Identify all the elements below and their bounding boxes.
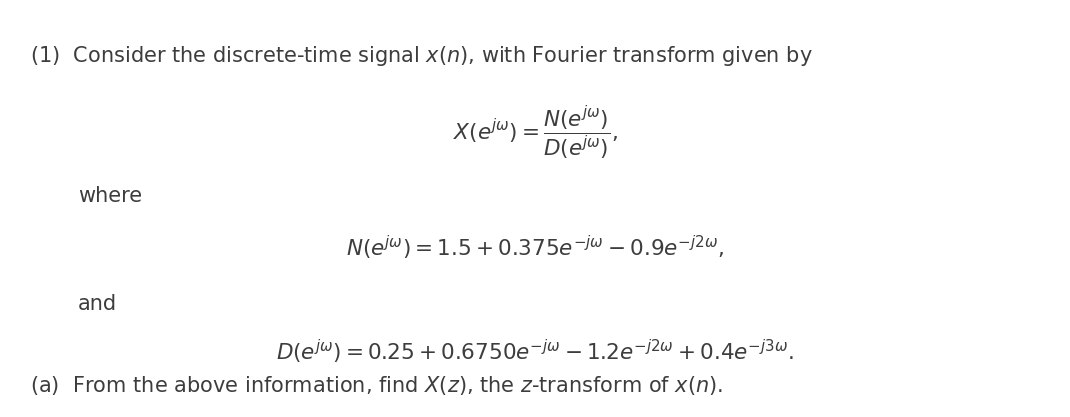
- Text: $D(e^{j\omega}) = 0.25 + 0.6750e^{-j\omega} - 1.2e^{-j2\omega} + 0.4e^{-j3\omega: $D(e^{j\omega}) = 0.25 + 0.6750e^{-j\ome…: [276, 338, 794, 367]
- Text: and: and: [78, 294, 118, 314]
- Text: $X(e^{j\omega}) = \dfrac{N(e^{j\omega})}{D(e^{j\omega})},$: $X(e^{j\omega}) = \dfrac{N(e^{j\omega})}…: [453, 105, 617, 162]
- Text: where: where: [78, 186, 142, 206]
- Text: (1)  Consider the discrete-time signal $x(n)$, with Fourier transform given by: (1) Consider the discrete-time signal $x…: [30, 44, 813, 68]
- Text: $N(e^{j\omega}) = 1.5 + 0.375e^{-j\omega} - 0.9e^{-j2\omega},$: $N(e^{j\omega}) = 1.5 + 0.375e^{-j\omega…: [346, 234, 724, 262]
- Text: (a)  From the above information, find $X(z)$, the $z$-transform of $x(n)$.: (a) From the above information, find $X(…: [30, 374, 723, 397]
